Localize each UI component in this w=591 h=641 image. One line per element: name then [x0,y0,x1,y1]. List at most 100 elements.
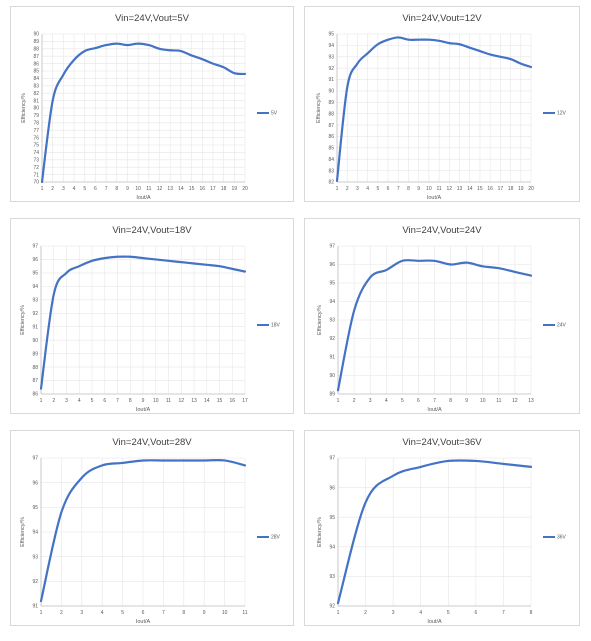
x-tick-label: 1 [336,186,339,192]
y-tick-label: 87 [32,378,38,384]
x-tick-label: 7 [397,186,400,192]
y-tick-label: 90 [328,89,334,95]
y-tick-label: 90 [32,338,38,344]
y-tick-label: 96 [329,485,335,491]
legend-label: 36V [557,535,567,541]
x-tick-label: 4 [78,398,81,404]
x-axis-label: Iout/A [427,619,442,625]
x-tick-label: 15 [477,186,483,192]
legend-label: 12V [557,111,567,117]
x-tick-label: 1 [41,186,44,192]
y-tick-label: 89 [328,100,334,106]
y-tick-label: 90 [329,373,335,379]
y-tick-label: 96 [32,480,38,486]
x-tick-label: 4 [419,610,422,616]
x-tick-label: 11 [166,398,171,404]
x-tick-label: 17 [498,186,504,192]
x-tick-label: 3 [369,398,372,404]
y-tick-label: 89 [33,39,39,45]
y-tick-label: 76 [33,135,39,141]
y-tick-label: 92 [329,336,335,342]
x-tick-label: 14 [204,398,210,404]
x-tick-label: 10 [222,610,228,616]
x-tick-label: 11 [437,186,442,192]
y-tick-label: 81 [33,98,39,104]
x-tick-label: 2 [364,610,367,616]
x-tick-label: 3 [65,398,68,404]
legend-label: 28V [271,535,281,541]
y-tick-label: 85 [328,146,334,152]
y-axis-label: Efficiency/% [317,517,323,547]
y-tick-label: 86 [32,392,38,398]
x-tick-label: 6 [142,610,145,616]
x-tick-label: 1 [40,610,43,616]
y-tick-label: 91 [32,324,38,330]
x-tick-label: 12 [178,398,184,404]
y-tick-label: 93 [329,318,335,324]
y-tick-label: 78 [33,121,39,127]
x-tick-label: 20 [242,186,248,192]
x-tick-label: 9 [417,186,420,192]
x-tick-label: 8 [129,398,132,404]
x-tick-label: 3 [392,610,395,616]
y-tick-label: 97 [329,244,335,250]
chart-title: Vin=24V,Vout=36V [402,437,482,448]
x-tick-label: 15 [217,398,223,404]
y-tick-label: 97 [32,244,38,250]
x-tick-label: 7 [502,610,505,616]
y-tick-label: 71 [33,172,39,178]
x-axis-label: Iout/A [427,195,442,201]
x-tick-label: 10 [135,186,141,192]
series-line [39,459,247,603]
chart-svg: 91 92 93 94 95 96 97 1 2 3 4 5 6 7 8 9 10 11 Iout/A Efficie… [20,456,281,625]
y-tick-label: 89 [32,351,38,357]
x-tick-label: 2 [51,186,54,192]
y-tick-label: 95 [328,32,334,38]
x-tick-label: 13 [191,398,197,404]
chart-panel: Vin=24V,Vout=5V 70 71 72 73 74 75 76 77 78 79 80 81 8… [10,6,294,202]
legend-label: 24V [557,323,567,329]
x-tick-label: 5 [447,610,450,616]
x-tick-label: 6 [387,186,390,192]
x-tick-label: 11 [496,398,501,404]
y-tick-label: 88 [33,47,39,53]
x-tick-label: 12 [157,186,163,192]
x-axis-label: Iout/A [427,407,442,413]
y-axis-label: Efficiency/% [20,305,26,335]
x-tick-label: 8 [449,398,452,404]
x-tick-label: 6 [474,610,477,616]
y-tick-label: 87 [33,54,39,60]
x-tick-label: 6 [417,398,420,404]
y-tick-label: 95 [329,515,335,521]
chart-svg: 92 93 94 95 96 97 1 2 3 4 5 6 7 8 Iout/A Efficiency/% 36… [317,456,567,625]
y-tick-label: 93 [32,298,38,304]
y-tick-label: 95 [329,281,335,287]
x-tick-label: 13 [457,186,463,192]
legend-label: 18V [271,323,281,329]
y-tick-label: 73 [33,158,39,164]
y-tick-label: 75 [33,143,39,149]
y-tick-label: 92 [32,311,38,317]
y-tick-label: 82 [328,180,334,186]
x-tick-label: 5 [401,398,404,404]
y-tick-label: 83 [33,84,39,90]
x-axis-label: Iout/A [136,195,151,201]
x-tick-label: 7 [433,398,436,404]
y-tick-label: 86 [33,61,39,67]
y-axis-label: Efficiency/% [20,517,26,547]
x-tick-label: 5 [91,398,94,404]
y-tick-label: 85 [33,69,39,75]
chart-title: Vin=24V,Vout=12V [402,13,482,24]
x-tick-label: 8 [407,186,410,192]
legend-label: 5V [271,111,278,117]
y-tick-label: 92 [329,604,335,610]
chart-panel: Vin=24V,Vout=36V 92 93 94 95 96 97 1 2 3 4 5 6 7 8 Iout… [304,430,580,626]
y-tick-label: 74 [33,150,39,156]
y-axis-label: Efficiency/% [21,93,27,123]
y-tick-label: 96 [329,262,335,268]
y-tick-label: 94 [32,530,38,536]
y-tick-label: 96 [32,257,38,263]
x-tick-label: 10 [426,186,432,192]
